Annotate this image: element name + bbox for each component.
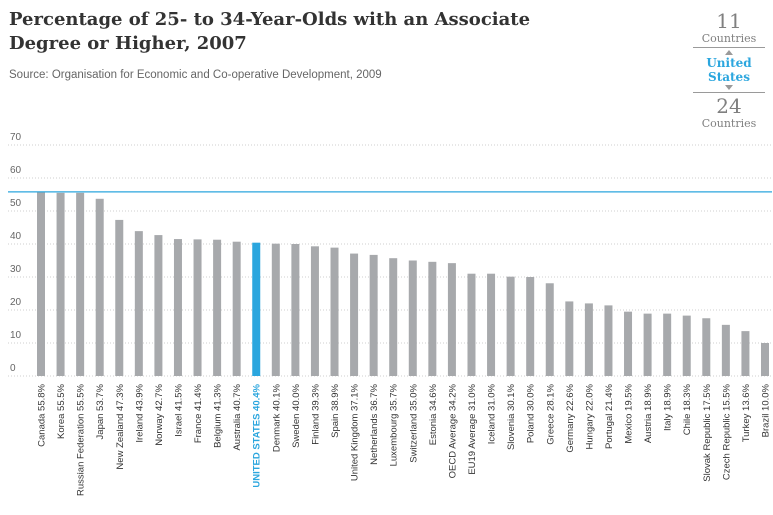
y-tick-label: 50 — [10, 198, 22, 209]
x-tick-label: Czech Republic 15.5% — [721, 383, 732, 480]
bar — [721, 324, 730, 376]
x-tick-label: Korea 55.5% — [56, 383, 67, 438]
x-tick-label: Portugal 21.4% — [604, 383, 615, 449]
bar — [428, 261, 437, 376]
x-tick-label: Luxembourg 35.7% — [389, 383, 400, 466]
x-tick-label: Japan 53.7% — [95, 383, 106, 439]
x-tick-label: Spain 38.9% — [330, 383, 341, 437]
x-tick-label: Estonia 34.6% — [428, 383, 439, 445]
bar — [624, 311, 633, 376]
bar — [369, 254, 378, 376]
bar-highlight — [252, 242, 261, 376]
x-tick-label: Hungary 22.0% — [584, 383, 595, 449]
x-tick-label: UNITED STATES 40.4% — [252, 383, 263, 487]
x-tick-label: Australia 40.7% — [232, 383, 243, 450]
rank-below-label: Countries — [701, 117, 757, 130]
y-tick-label: 10 — [10, 330, 22, 341]
x-tick-label: New Zealand 47.3% — [115, 383, 126, 469]
rank-below-count: 24 — [716, 94, 742, 118]
bar — [232, 241, 241, 376]
y-tick-label: 40 — [10, 231, 22, 242]
x-tick-label: Mexico 19.5% — [624, 383, 635, 443]
rank-above-count: 11 — [716, 9, 742, 33]
bar — [447, 263, 456, 376]
bar — [741, 331, 750, 376]
y-tick-label: 0 — [10, 363, 16, 374]
arrow-down-icon — [725, 85, 733, 90]
x-tick-label: Austria 18.9% — [643, 383, 654, 443]
bar — [76, 192, 85, 376]
bar — [682, 315, 691, 376]
rank-divider-top — [693, 47, 765, 48]
bar — [545, 283, 554, 376]
bar — [565, 301, 574, 376]
arrow-up-icon — [725, 50, 733, 55]
chart-title: Percentage of 25- to 34-Year-Olds with a… — [9, 9, 531, 54]
bar — [271, 243, 280, 376]
bar — [663, 313, 672, 376]
x-tick-label: Canada 55.8% — [37, 383, 48, 446]
x-tick-label: Poland 30.0% — [526, 383, 537, 443]
bar — [487, 273, 496, 376]
bar — [330, 247, 339, 376]
x-tick-label: Sweden 40.0% — [291, 383, 302, 447]
bar — [604, 305, 613, 376]
x-tick-label: Finland 39.3% — [310, 383, 321, 444]
bar — [193, 239, 202, 376]
bar — [761, 343, 769, 376]
rank-above-label: Countries — [701, 32, 757, 45]
x-tick-label: Greece 28.1% — [545, 383, 556, 444]
x-tick-label: United Kingdom 37.1% — [350, 383, 361, 481]
x-tick-label: Russian Federation 55.5% — [76, 383, 87, 496]
x-tick-label: OECD Average 34.2% — [447, 383, 458, 478]
x-tick-label: Iceland 31.0% — [487, 383, 498, 444]
bar — [467, 273, 476, 376]
bar — [37, 191, 45, 376]
bar — [506, 276, 515, 376]
bar — [173, 239, 182, 376]
x-tick-label: Slovenia 30.1% — [506, 383, 517, 450]
bar — [291, 244, 300, 376]
bar — [408, 260, 417, 376]
bar — [56, 192, 65, 376]
x-tick-label: Netherlands 36.7% — [369, 383, 380, 464]
x-tick-label: Germany 22.6% — [565, 383, 576, 452]
x-tick-label: Ireland 43.9% — [134, 383, 145, 442]
bar — [154, 235, 163, 376]
bar — [134, 231, 143, 376]
rank-country: United States — [706, 56, 752, 84]
bar — [526, 277, 535, 376]
bar — [389, 258, 398, 376]
rank-divider-bottom — [693, 92, 765, 93]
y-tick-label: 70 — [10, 132, 22, 143]
x-tick-label: Italy 18.9% — [663, 383, 674, 431]
bar — [702, 318, 711, 376]
x-tick-label: Israel 41.5% — [173, 383, 184, 436]
chart-source: Source: Organisation for Economic and Co… — [9, 69, 382, 81]
x-tick-label: EU19 Average 31.0% — [467, 383, 478, 474]
x-tick-label: Chile 18.3% — [682, 383, 693, 435]
x-tick-label: Slovak Republic 17.5% — [702, 383, 713, 481]
x-tick-label: Norway 42.7% — [154, 383, 165, 445]
bar — [95, 198, 104, 376]
bar — [115, 219, 124, 376]
x-tick-label: Turkey 13.6% — [741, 383, 752, 442]
x-tick-label: Denmark 40.1% — [271, 383, 282, 452]
bar — [584, 303, 593, 376]
bar — [310, 246, 319, 376]
rank-box: 11 Countries United States 24 Countries — [688, 10, 770, 130]
y-tick-label: 60 — [10, 165, 22, 176]
x-tick-label: Brazil 10.0% — [761, 383, 772, 437]
x-tick-label: Switzerland 35.0% — [408, 383, 419, 462]
x-tick-label: Belgium 41.3% — [213, 383, 224, 447]
x-tick-label: France 41.4% — [193, 383, 204, 443]
y-tick-label: 20 — [10, 297, 22, 308]
bar — [213, 239, 222, 376]
bar — [350, 253, 359, 376]
y-tick-label: 30 — [10, 264, 22, 275]
bar — [643, 313, 652, 376]
